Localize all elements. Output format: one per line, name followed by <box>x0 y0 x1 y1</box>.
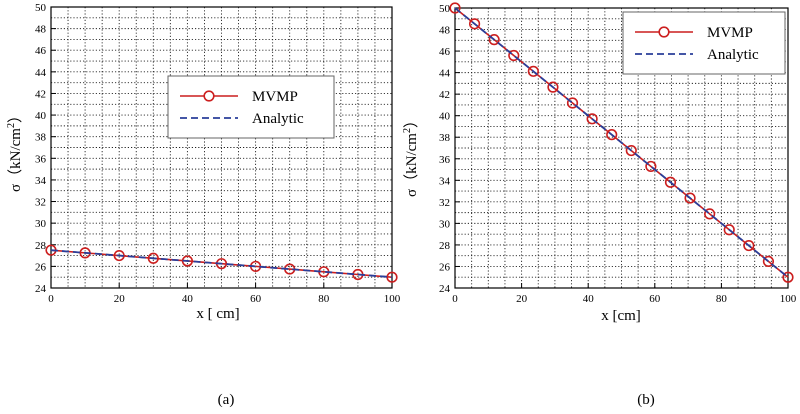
y-tick-label: 26 <box>439 261 451 273</box>
data-point-marker <box>488 34 500 46</box>
data-point-marker <box>508 49 520 62</box>
y-tick-label: 24 <box>35 283 47 295</box>
data-point-marker <box>704 208 716 220</box>
legend-box <box>167 75 335 139</box>
series-line-analytic <box>454 7 789 278</box>
y-tick-label: 36 <box>35 153 47 165</box>
y-tick-label: 40 <box>439 111 451 123</box>
y-tick-label: 32 <box>439 197 450 209</box>
x-tick-label: 100 <box>780 293 797 305</box>
y-tick-label: 34 <box>35 175 47 187</box>
legend-marker <box>658 26 670 38</box>
plot-frame-b <box>454 7 789 289</box>
data-point-marker <box>723 224 735 236</box>
chart-panel-a: 0 20 40 60 80 100 24 26 28 30 32 34 36 38 40 42 44 46 48 50… <box>6 2 401 408</box>
plot-frame-a <box>50 6 393 289</box>
y-tick-label: 38 <box>439 132 451 144</box>
y-tick-label: 38 <box>35 132 47 144</box>
plot-area-b: 0 20 40 60 80 100 24 26 28 30 32 34 36 38 40 42 44 46 48 50… <box>439 2 797 305</box>
legend-entry-label: Analytic <box>707 47 759 63</box>
y-tick-label: 30 <box>35 218 47 230</box>
x-axis-label-b: x [cm] <box>601 308 641 324</box>
x-tick-label: 100 <box>384 293 401 305</box>
x-tick-label: 20 <box>114 293 126 305</box>
chart-panel-b: 0 20 40 60 80 100 24 26 28 30 32 34 36 38 40 42 44 46 48 50… <box>402 2 797 408</box>
y-tick-label: 30 <box>439 218 451 230</box>
data-point-marker <box>147 252 159 264</box>
data-point-marker <box>586 113 598 125</box>
x-tick-label: 80 <box>716 293 728 305</box>
legend-box <box>622 11 786 75</box>
data-point-marker <box>664 176 677 188</box>
data-point-marker <box>113 249 125 262</box>
legend-marker <box>203 90 215 102</box>
x-tick-label: 40 <box>182 293 194 305</box>
data-point-marker <box>449 2 461 14</box>
y-axis-label-a: σ（kN/cm2） <box>6 108 24 192</box>
legend-entry-label: Analytic <box>252 111 304 127</box>
x-tick-label: 0 <box>48 293 54 305</box>
data-point-marker <box>468 18 481 30</box>
y-tick-label: 24 <box>439 283 451 295</box>
data-point-marker <box>386 271 398 283</box>
y-tick-label: 46 <box>439 46 451 58</box>
legend-a: MVMP Analytic <box>167 75 335 139</box>
y-tick-label: 32 <box>35 197 46 209</box>
y-tick-label: 44 <box>439 68 451 80</box>
x-tick-label: 0 <box>452 293 458 305</box>
grid-a <box>51 7 392 288</box>
x-tick-label: 60 <box>649 293 661 305</box>
x-tick-label: 60 <box>250 293 262 305</box>
x-tick-label: 20 <box>516 293 528 305</box>
y-tick-label: 34 <box>439 175 451 187</box>
y-tick-label: 28 <box>35 240 47 252</box>
data-point-marker <box>566 97 579 109</box>
x-axis-label-a: x [ cm] <box>196 306 239 322</box>
data-point-marker <box>527 65 539 77</box>
data-point-marker <box>782 271 794 283</box>
data-point-marker <box>547 81 559 93</box>
x-tick-label: 80 <box>318 293 330 305</box>
y-tick-label: 42 <box>35 88 46 100</box>
data-point-marker <box>645 160 657 173</box>
data-point-marker <box>606 129 618 141</box>
caption-a: (a) <box>218 392 235 408</box>
y-tick-label: 50 <box>35 2 47 14</box>
y-tick-label: 50 <box>439 3 451 15</box>
data-point-marker <box>625 144 637 157</box>
legend-b: MVMP Analytic <box>622 11 786 75</box>
y-tick-label: 48 <box>439 25 451 37</box>
series-line-analytic <box>50 249 393 279</box>
y-tick-label: 48 <box>35 24 47 36</box>
legend-entry-label: MVMP <box>252 89 298 105</box>
y-tick-label: 36 <box>439 154 451 166</box>
y-tick-label: 40 <box>35 110 47 122</box>
data-point-marker <box>762 255 775 268</box>
y-axis-label-b: σ（kN/cm2） <box>402 113 420 197</box>
x-tick-label: 40 <box>583 293 595 305</box>
legend-entry-label: MVMP <box>707 25 753 41</box>
data-point-marker <box>684 192 696 204</box>
y-tick-label: 44 <box>35 67 47 79</box>
data-point-marker <box>743 239 755 252</box>
y-tick-label: 28 <box>439 240 451 252</box>
y-tick-label: 42 <box>439 89 450 101</box>
y-tick-label: 46 <box>35 45 47 57</box>
y-tick-label: 26 <box>35 261 47 273</box>
caption-b: (b) <box>637 392 655 408</box>
plot-area-a: 0 20 40 60 80 100 24 26 28 30 32 34 36 38 40 42 44 46 48 50… <box>35 2 401 305</box>
